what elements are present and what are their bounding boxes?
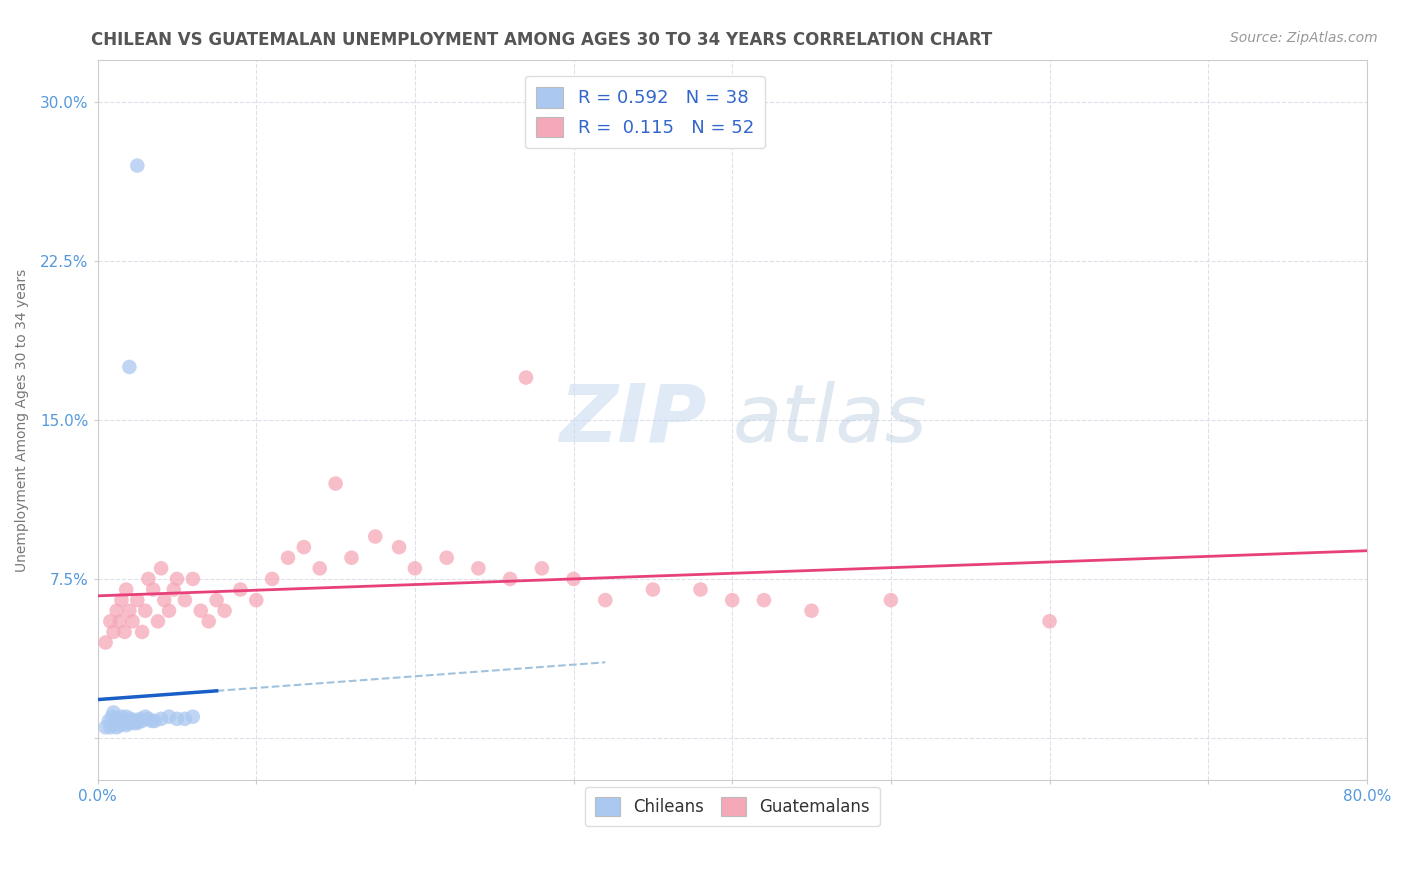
Point [121,615,143,629]
Text: CHILEAN VS GUATEMALAN UNEMPLOYMENT AMONG AGES 30 TO 34 YEARS CORRELATION CHART: CHILEAN VS GUATEMALAN UNEMPLOYMENT AMONG… [91,31,993,49]
Point [94,720,117,734]
Point [150,561,173,575]
Point [110,716,132,731]
Text: ZIP: ZIP [560,381,707,459]
Legend: Chileans, Guatemalans: Chileans, Guatemalans [585,787,880,826]
Point [721,593,744,607]
Point [131,714,153,728]
Point [115,718,138,732]
Point [752,593,775,607]
Point [101,709,124,723]
Y-axis label: Unemployment Among Ages 30 to 34 years: Unemployment Among Ages 30 to 34 years [15,268,30,572]
Point [129,712,152,726]
Point [131,624,153,639]
Point [595,593,617,607]
Point [98,615,121,629]
Point [104,716,127,731]
Point [277,550,299,565]
Point [114,624,136,639]
Point [118,716,141,731]
Point [641,582,664,597]
Point [229,582,252,597]
Point [146,615,169,629]
Point [325,476,347,491]
Point [127,593,149,607]
Point [150,712,173,726]
Point [128,714,150,728]
Point [103,624,125,639]
Point [111,714,134,728]
Point [118,604,141,618]
Point [127,159,149,173]
Point [142,582,165,597]
Point [205,593,228,607]
Point [163,582,186,597]
Point [190,604,212,618]
Point [292,540,315,554]
Point [157,604,180,618]
Point [499,572,522,586]
Point [174,712,197,726]
Point [97,714,120,728]
Point [143,714,166,728]
Point [107,712,129,726]
Point [125,714,148,728]
Point [134,604,156,618]
Point [157,709,180,723]
Point [388,540,411,554]
Point [467,561,489,575]
Point [166,572,188,586]
Point [117,714,139,728]
Point [800,604,823,618]
Text: atlas: atlas [733,381,927,459]
Point [530,561,553,575]
Point [118,359,141,374]
Point [181,572,204,586]
Point [114,716,136,731]
Point [153,593,176,607]
Point [340,550,363,565]
Point [122,716,145,731]
Point [141,714,163,728]
Point [181,709,204,723]
Point [138,712,160,726]
Point [174,593,197,607]
Point [166,712,188,726]
Point [364,529,387,543]
Point [880,593,903,607]
Point [115,709,138,723]
Point [103,706,125,720]
Point [127,716,149,731]
Point [110,593,132,607]
Point [245,593,267,607]
Point [115,582,138,597]
Point [120,712,142,726]
Text: Source: ZipAtlas.com: Source: ZipAtlas.com [1230,31,1378,45]
Point [94,635,117,649]
Point [214,604,236,618]
Point [103,718,125,732]
Point [98,720,121,734]
Point [436,550,458,565]
Point [404,561,426,575]
Point [121,714,143,728]
Point [105,714,128,728]
Point [689,582,711,597]
Point [110,709,132,723]
Point [138,572,160,586]
Point [197,615,219,629]
Point [105,720,128,734]
Point [1038,615,1060,629]
Point [134,709,156,723]
Point [262,572,284,586]
Point [562,572,585,586]
Point [308,561,330,575]
Point [108,718,131,732]
Point [105,604,128,618]
Point [515,370,537,384]
Point [108,615,131,629]
